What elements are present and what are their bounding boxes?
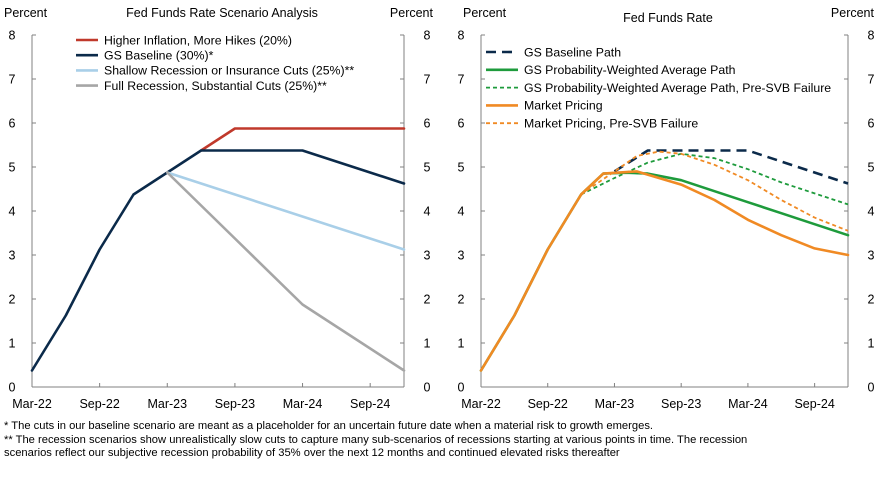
chart1-ytick-label-left: 4 [9,205,16,219]
chart1-ytick-label-left: 3 [9,249,16,263]
chart2-ytick-label-left: 1 [458,337,465,351]
chart1-ytick-label-right: 3 [424,249,431,263]
chart2-legend-label-1: GS Baseline Path [524,45,621,59]
chart1-xtick-label: Sep-22 [79,397,119,411]
chart1-legend-label-1: Higher Inflation, More Hikes (20%) [104,33,292,47]
chart2-ytick-label-left: 5 [458,161,465,175]
chart1-legend-label-2: GS Baseline (30%)* [104,49,214,63]
chart1-series-line-1 [199,127,406,152]
chart2-series-line-4 [479,170,850,372]
chart2-ylabel-left: Percent [463,6,507,20]
chart1-xtick-label: Mar-24 [283,397,323,411]
chart2-series-line-1 [613,149,849,185]
chart1-ytick-label-left: 0 [9,381,16,395]
footnotes: * The cuts in our baseline scenario are … [4,420,884,461]
chart1-ylabel-left: Percent [4,6,48,20]
chart1-ytick-label-left: 6 [9,117,16,131]
chart1-xtick-label: Mar-23 [147,397,187,411]
chart2-ytick-label-right: 2 [868,293,875,307]
chart2-xtick-label: Mar-22 [461,397,501,411]
chart1-ytick-label-right: 2 [424,293,431,307]
chart2-ytick-label-right: 0 [868,381,875,395]
chart2-legend-label-2: GS Probability-Weighted Average Path [524,63,736,77]
chart1-ytick-label-right: 4 [424,205,431,219]
chart1-ytick-label-right: 8 [424,29,431,43]
chart1-ytick-label-left: 8 [9,29,16,43]
chart2-legend-label-4: Market Pricing [524,99,603,113]
chart1-ytick-label-left: 2 [9,293,16,307]
chart1-series-line-2 [30,149,406,372]
chart2-xtick-label: Sep-23 [661,397,701,411]
chart1-ytick-label-left: 1 [9,337,16,351]
chart1-ytick-label-right: 6 [424,117,431,131]
chart1-xtick-label: Mar-22 [12,397,52,411]
chart2-xtick-label: Sep-22 [528,397,568,411]
chart2-ylabel-right: Percent [831,6,875,20]
chart1-ytick-label-right: 7 [424,73,431,87]
chart2-legend-label-5: Market Pricing, Pre-SVB Failure [524,117,698,131]
chart1-series-line-3 [166,171,406,251]
footnote-3: scenarios reflect our subjective recessi… [4,447,620,459]
chart2-ytick-label-right: 8 [868,29,875,43]
chart1-ytick-label-right: 1 [424,337,431,351]
chart2-title: Fed Funds Rate [623,11,713,25]
chart1-xtick-label: Sep-23 [215,397,255,411]
chart1-ytick-label-right: 5 [424,161,431,175]
chart2-xtick-label: Sep-24 [794,397,834,411]
footnote-2: ** The recession scenarios show unrealis… [4,433,748,446]
chart1-series-line-4 [166,171,406,372]
chart2-ytick-label-right: 5 [868,161,875,175]
chart2-ytick-label-right: 6 [868,117,875,131]
chart1-legend-label-4: Full Recession, Substantial Cuts (25%)** [104,79,327,93]
chart2-xtick-label: Mar-23 [595,397,635,411]
chart2-ytick-label-left: 3 [458,249,465,263]
chart2-ytick-label-left: 2 [458,293,465,307]
chart1-xtick-label: Sep-24 [350,397,390,411]
chart2-ytick-label-left: 4 [458,205,465,219]
footnote-1: * The cuts in our baseline scenario are … [4,420,654,432]
chart2-xtick-label: Mar-24 [728,397,768,411]
chart2-ytick-label-left: 6 [458,117,465,131]
chart2-ytick-label-left: 0 [458,381,465,395]
chart2-ytick-label-left: 8 [458,29,465,43]
chart1-title: Fed Funds Rate Scenario Analysis [126,6,318,20]
chart2-ytick-label-left: 7 [458,73,465,87]
chart1-ytick-label-left: 5 [9,161,16,175]
chart1-ytick-label-right: 0 [424,381,431,395]
chart1-ylabel-right: Percent [390,6,434,20]
chart2-ytick-label-right: 3 [868,249,875,263]
chart2-series-line-3 [580,152,849,206]
chart2-ytick-label-right: 7 [868,73,875,87]
chart1-ytick-label-left: 7 [9,73,16,87]
chart2-legend-label-3: GS Probability-Weighted Average Path, Pr… [524,81,831,95]
chart2-ytick-label-right: 1 [868,337,875,351]
chart2-ytick-label-right: 4 [868,205,875,219]
chart1-legend-label-3: Shallow Recession or Insurance Cuts (25%… [104,64,354,78]
